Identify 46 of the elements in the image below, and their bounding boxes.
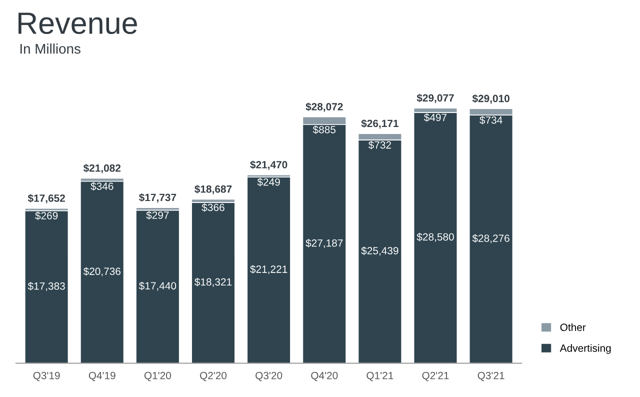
total-label: $17,737 (138, 193, 176, 203)
data-label: $734 (480, 116, 502, 124)
data-label: $366 (202, 203, 224, 212)
bar (80, 180, 124, 364)
x-tick-label: Q1'20 (144, 372, 172, 382)
bar (24, 210, 69, 364)
data-label: $732 (368, 140, 391, 150)
data-label: $18,321 (194, 278, 232, 287)
data-label: $17,383 (28, 282, 65, 291)
data-label: $21,221 (250, 265, 288, 274)
total-label: $21,470 (250, 160, 288, 170)
x-tick-label: Q2'20 (200, 372, 227, 382)
data-label: $28,276 (472, 234, 510, 244)
bar (136, 210, 180, 364)
data-label: $297 (146, 211, 169, 220)
total-label: $18,687 (194, 184, 232, 194)
bar (191, 202, 236, 364)
total-label: $29,010 (472, 94, 510, 104)
total-label: $29,077 (416, 94, 454, 104)
data-label: $20,736 (83, 267, 120, 276)
data-label: $497 (424, 113, 447, 122)
data-label: $28,580 (416, 232, 454, 242)
x-tick-label: Q3'19 (33, 372, 60, 382)
data-label: $17,440 (138, 282, 176, 291)
x-tick-label: Q4'20 (311, 372, 338, 382)
x-tick-label: Q3'21 (478, 372, 504, 382)
legend-label: Advertising (560, 344, 611, 354)
x-tick-label: Q3'20 (256, 372, 282, 382)
bar (413, 112, 458, 364)
data-label: $25,439 (361, 246, 398, 256)
x-tick-label: Q1'21 (366, 372, 394, 382)
total-label: $17,652 (28, 194, 65, 204)
x-tick-label: Q4'19 (88, 372, 116, 382)
x-tick-label: Q2'21 (422, 372, 449, 382)
legend-label: Other (560, 323, 586, 332)
total-label: $28,072 (306, 102, 343, 112)
data-label: $885 (312, 126, 336, 134)
total-label: $26,171 (361, 119, 398, 129)
data-label: $249 (257, 178, 280, 186)
chart-title: Revenue (18, 12, 137, 34)
data-label: $346 (90, 182, 114, 191)
data-label: $269 (35, 212, 58, 220)
chart-subtitle: In Millions (20, 44, 80, 54)
total-label: $21,082 (83, 164, 121, 174)
bar (246, 176, 291, 364)
data-label: $27,187 (306, 238, 343, 248)
